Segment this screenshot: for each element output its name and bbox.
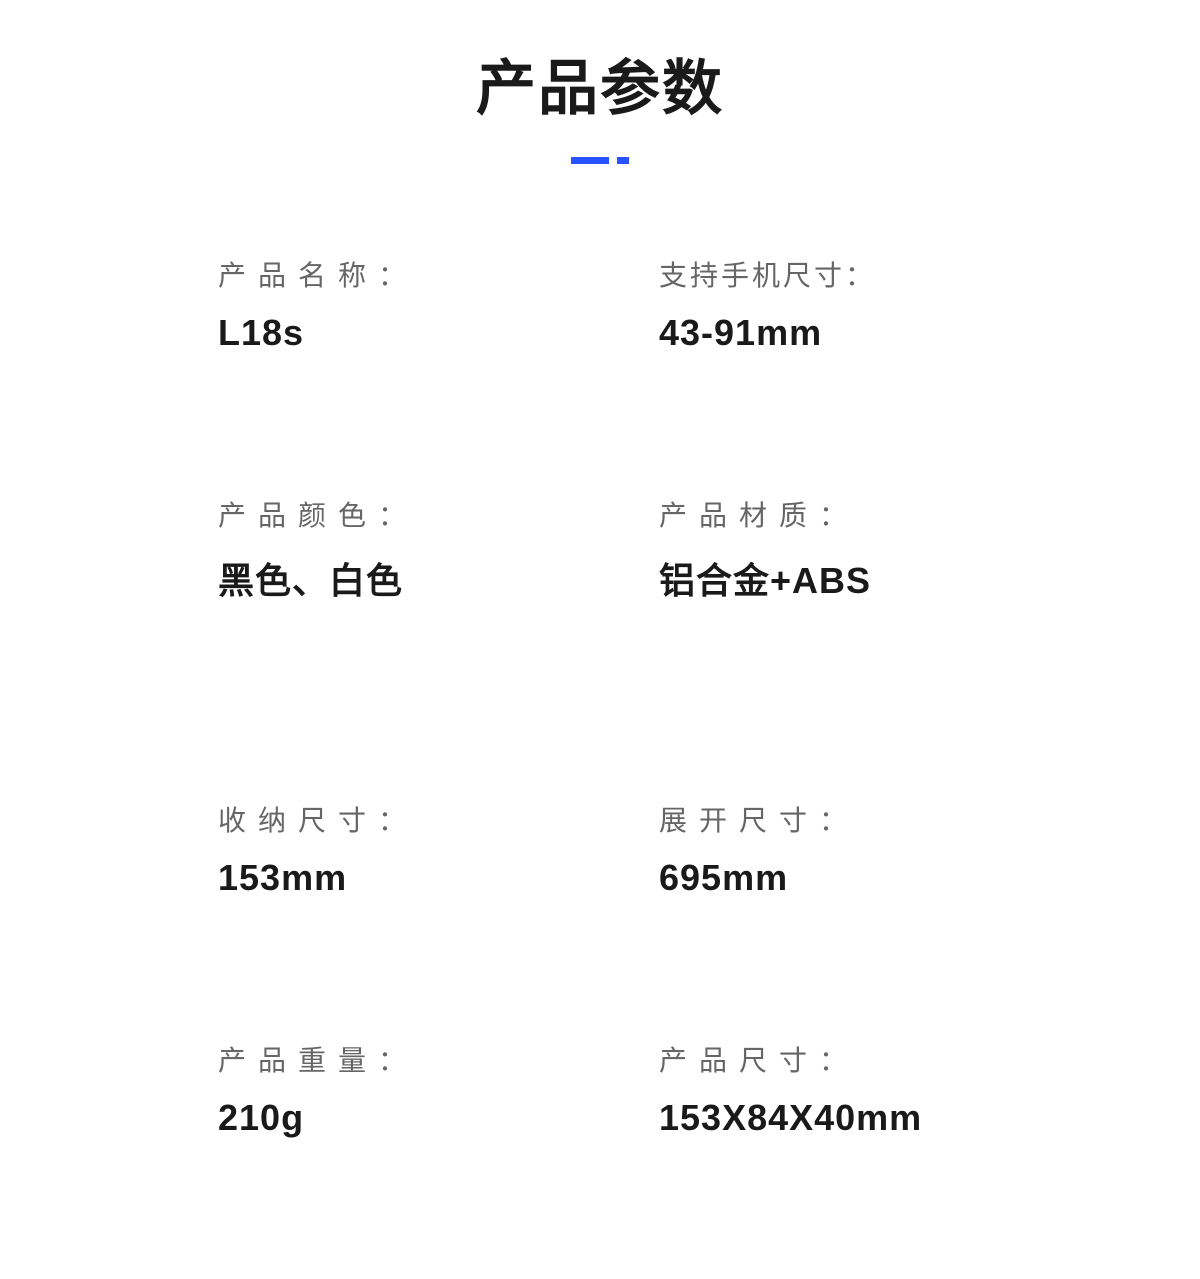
spec-item-phone-size: 支持手机尺寸： 43-91mm bbox=[659, 254, 1100, 354]
spec-label: 展开尺寸： bbox=[659, 799, 1100, 839]
spec-label: 产品材质： bbox=[659, 494, 1100, 534]
spec-value: 695mm bbox=[659, 857, 1100, 899]
spec-label: 产品重量： bbox=[218, 1039, 619, 1079]
spec-value: 铝合金+ABS bbox=[659, 552, 1100, 604]
spec-label: 收纳尺寸： bbox=[218, 799, 619, 839]
spec-item-color: 产品颜色： 黑色、白色 bbox=[218, 494, 659, 604]
product-specs-container: 产品参数 产品名称： L18s 支持手机尺寸： 43-91mm 产品颜色： 黑色… bbox=[0, 0, 1200, 1279]
spec-value: 43-91mm bbox=[659, 312, 1100, 354]
spec-item-dimensions: 产品尺寸： 153X84X40mm bbox=[659, 1039, 1100, 1139]
spec-value: 153mm bbox=[218, 857, 619, 899]
spec-label: 支持手机尺寸： bbox=[659, 254, 1100, 294]
spec-item-product-name: 产品名称： L18s bbox=[218, 254, 659, 354]
spec-value: 210g bbox=[218, 1097, 619, 1139]
spec-item-material: 产品材质： 铝合金+ABS bbox=[659, 494, 1100, 604]
specs-grid: 产品名称： L18s 支持手机尺寸： 43-91mm 产品颜色： 黑色、白色 产… bbox=[0, 254, 1200, 1279]
spec-value: L18s bbox=[218, 312, 619, 354]
spec-item-weight: 产品重量： 210g bbox=[218, 1039, 659, 1139]
spec-value: 153X84X40mm bbox=[659, 1097, 1100, 1139]
title-underline bbox=[0, 157, 1200, 164]
underline-segment-long bbox=[571, 157, 609, 164]
spec-label: 产品尺寸： bbox=[659, 1039, 1100, 1079]
spec-label: 产品颜色： bbox=[218, 494, 619, 534]
underline-segment-short bbox=[617, 157, 629, 164]
spec-label: 产品名称： bbox=[218, 254, 619, 294]
spec-item-folded-size: 收纳尺寸： 153mm bbox=[218, 799, 659, 899]
spec-item-extended-size: 展开尺寸： 695mm bbox=[659, 799, 1100, 899]
page-title: 产品参数 bbox=[0, 40, 1200, 127]
spec-value: 黑色、白色 bbox=[218, 552, 619, 604]
